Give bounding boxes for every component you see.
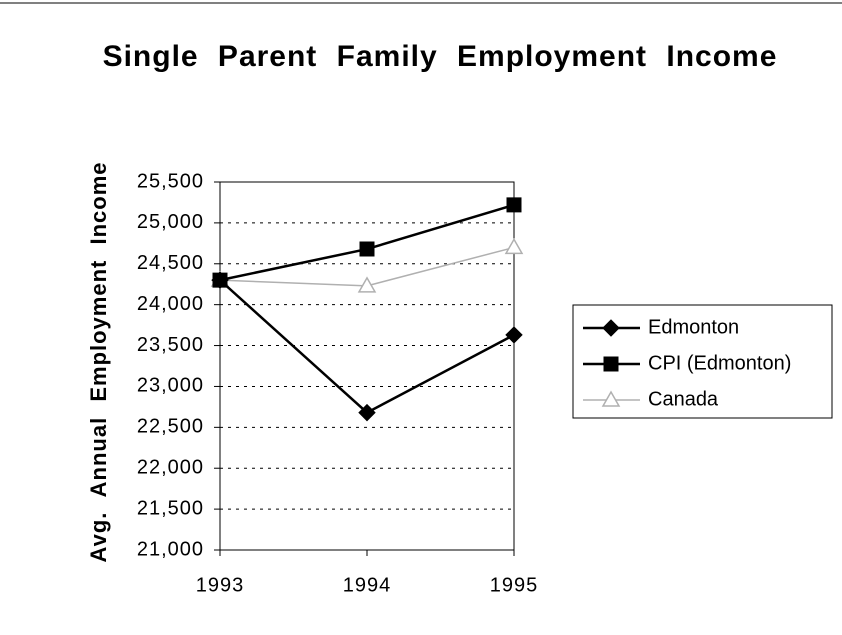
y-tick-label: 23,500 [137, 334, 204, 356]
marker [211, 271, 229, 289]
marker [602, 319, 620, 337]
y-tick-label: 25,500 [137, 170, 204, 192]
y-tick-label: 25,000 [137, 211, 204, 233]
marker [358, 403, 376, 422]
marker [359, 241, 375, 257]
marker [601, 390, 621, 407]
legend-label: Canada [648, 388, 719, 410]
legend-label: CPI (Edmonton) [648, 352, 791, 374]
y-tick-label: 23,000 [137, 375, 204, 397]
marker [506, 197, 522, 213]
marker [505, 326, 523, 344]
y-axis-label: Avg. Annual Employment Income [86, 162, 111, 563]
y-tick-label: 21,500 [137, 497, 204, 519]
series-line [219, 279, 515, 415]
marker [504, 237, 524, 255]
y-tick-label: 22,000 [137, 457, 204, 479]
y-tick-label: 24,000 [137, 293, 204, 315]
legend-label: Edmonton [648, 316, 739, 338]
y-tick-label: 22,500 [137, 416, 204, 438]
y-tick-label: 21,000 [137, 538, 204, 560]
marker [357, 276, 377, 293]
x-tick-label: 1994 [343, 574, 392, 596]
plot-frame [219, 181, 515, 551]
chart-title: Single Parent Family Employment Income [102, 40, 778, 73]
y-tick-label: 24,500 [137, 252, 204, 274]
x-tick-label: 1995 [490, 574, 539, 596]
x-tick-label: 1993 [196, 574, 245, 596]
marker [603, 356, 619, 372]
